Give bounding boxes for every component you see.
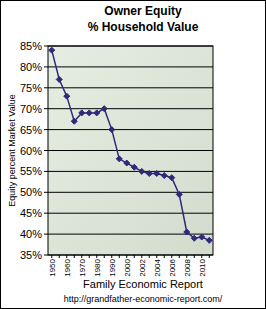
x-tick-mark	[134, 255, 135, 258]
x-tick-mark	[51, 255, 52, 258]
point-marker	[124, 160, 130, 166]
point-marker	[71, 118, 77, 124]
x-tick-label: 1990	[108, 258, 117, 276]
point-marker	[86, 110, 92, 116]
y-tick-label: 70%	[20, 103, 42, 115]
x-tick-label: 1970	[78, 258, 87, 276]
outer-border	[1, 1, 266, 309]
grid-line	[48, 150, 213, 151]
y-tick-label: 45%	[20, 207, 42, 219]
plot-marks	[49, 47, 213, 243]
point-marker	[176, 191, 182, 197]
point-marker	[161, 173, 167, 179]
x-tick-mark	[104, 255, 105, 258]
x-tick-mark	[201, 255, 202, 258]
point-marker	[169, 175, 175, 181]
x-tick-mark	[89, 255, 90, 258]
tick-mark	[44, 213, 48, 214]
x-tick-mark	[149, 255, 150, 258]
y-tick-label: 60%	[20, 145, 42, 157]
tick-mark	[44, 66, 48, 67]
point-marker	[154, 170, 160, 176]
y-tick-label: 80%	[20, 61, 42, 73]
x-tick-label: 2010	[198, 258, 207, 276]
annotation: Family Economic Report	[83, 278, 203, 290]
x-tick-mark	[209, 255, 210, 258]
x-tick-label: 1950	[48, 258, 57, 276]
title: Owner Equity	[104, 4, 182, 18]
subtitle: % Household Value	[88, 20, 199, 34]
tick-mark	[44, 255, 48, 256]
annotation: http://grandfather-economic-report.com/	[64, 294, 223, 304]
x-tick-label: 1980	[93, 258, 102, 276]
point-marker	[56, 76, 62, 82]
grid-line	[48, 171, 213, 172]
grid-line	[48, 66, 213, 67]
y-tick-label: 65%	[20, 124, 42, 136]
tick-mark	[44, 150, 48, 151]
point-marker	[131, 164, 137, 170]
x-tick-mark	[96, 255, 97, 258]
x-tick-mark	[111, 255, 112, 258]
x-tick-label: 2002	[138, 258, 147, 276]
chart: Owner Equity % Household Value 35% 40% 45% 50…	[0, 0, 266, 309]
x-tick-label: 2008	[183, 258, 192, 276]
point-marker	[101, 106, 107, 112]
x-tick-mark	[156, 255, 157, 258]
x-tick-mark	[81, 255, 82, 258]
x-tick-mark	[126, 255, 127, 258]
x-tick-mark	[74, 255, 75, 258]
y-tick-label: 85%	[20, 40, 42, 52]
x-tick-mark	[59, 255, 60, 258]
point-marker	[184, 229, 190, 235]
tick-mark	[44, 234, 48, 235]
tick-mark	[44, 192, 48, 193]
point-marker	[139, 168, 145, 174]
point-marker	[206, 237, 212, 243]
x-tick-mark	[141, 255, 142, 258]
point-marker	[116, 156, 122, 162]
series-line	[52, 50, 210, 240]
x-tick-label: 2006	[168, 258, 177, 276]
x-tick-mark	[186, 255, 187, 258]
y-tick-label: 50%	[20, 186, 42, 198]
y-tick-label: 75%	[20, 82, 42, 94]
x-tick-mark	[179, 255, 180, 258]
tick-mark	[44, 87, 48, 88]
point-marker	[191, 235, 197, 241]
y-axis-label: Equity percent Market Value	[7, 94, 17, 206]
tick-mark	[44, 108, 48, 109]
plot-area	[48, 46, 213, 255]
x-tick-mark	[164, 255, 165, 258]
tick-mark	[44, 46, 48, 47]
grid-line	[48, 129, 213, 130]
x-tick-label: 1960	[63, 258, 72, 276]
point-marker	[79, 110, 85, 116]
y-tick-label: 35%	[20, 249, 42, 261]
x-tick-label: 2000	[123, 258, 132, 276]
y-tick-label: 40%	[20, 228, 42, 240]
point-marker	[199, 234, 205, 240]
point-marker	[146, 170, 152, 176]
grid-line	[48, 108, 213, 109]
tick-mark	[44, 171, 48, 172]
point-marker	[94, 110, 100, 116]
tick-mark	[44, 129, 48, 130]
point-marker	[49, 47, 55, 53]
x-tick-mark	[171, 255, 172, 258]
point-marker	[109, 127, 115, 133]
grid-line	[48, 213, 213, 214]
x-tick-mark	[66, 255, 67, 258]
x-tick-label: 2004	[153, 258, 162, 276]
plot-frame	[48, 46, 213, 255]
grid-line	[48, 87, 213, 88]
x-tick-mark	[194, 255, 195, 258]
point-marker	[64, 93, 70, 99]
grid-line	[48, 192, 213, 193]
x-tick-mark	[119, 255, 120, 258]
y-tick-label: 55%	[20, 165, 42, 177]
